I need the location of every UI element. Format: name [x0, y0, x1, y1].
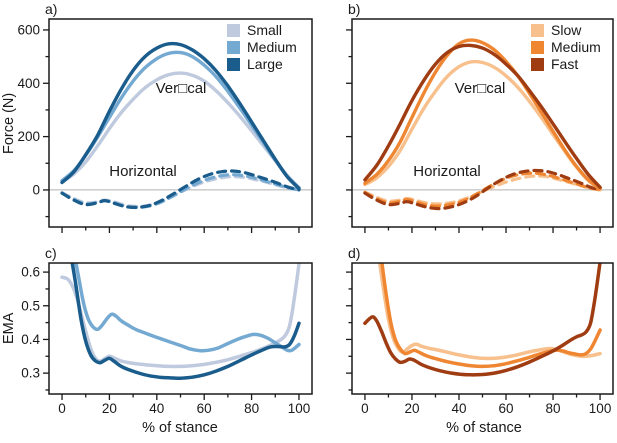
tick-label: 60 — [197, 401, 212, 416]
legend-panel-b: Slow Medium Fast — [531, 23, 601, 71]
tick-label: 20 — [404, 401, 419, 416]
legend-swatch-medium — [227, 40, 240, 54]
series-c-small-ema — [60, 263, 301, 369]
x-axis-label-left: % of stance — [142, 420, 218, 436]
series-group-c — [60, 263, 301, 380]
panel-border-c — [48, 262, 313, 395]
series-group-d — [363, 263, 602, 377]
tick-label: 0.3 — [21, 366, 40, 381]
legend-item-slow: Slow — [531, 23, 601, 37]
series-group-a — [60, 41, 301, 210]
tick-label: 40 — [149, 401, 164, 416]
panel-a-letter: a) — [45, 1, 58, 17]
panel-c-letter: c) — [45, 245, 57, 261]
legend-swatch-large — [227, 57, 240, 71]
legend-item-medium-speed: Medium — [531, 40, 601, 54]
legend-swatch-fast — [531, 57, 544, 71]
series-b-medium-vertical — [363, 38, 602, 191]
legend-item-fast: Fast — [531, 57, 601, 71]
horizontal-annotation-a: Horizontal — [109, 163, 177, 180]
vertical-annotation-a: Ver□cal — [155, 80, 207, 97]
series-b-medium-horizontal — [363, 171, 602, 208]
legend-label-medium-speed: Medium — [551, 39, 601, 55]
series-a-large-vertical — [60, 41, 301, 191]
tick-label: 0.4 — [21, 332, 40, 347]
tick-label: 100 — [288, 401, 311, 416]
legend-label-large: Large — [247, 56, 283, 72]
tick-label: 0 — [361, 401, 369, 416]
legend-label-slow: Slow — [551, 22, 582, 38]
legend-swatch-slow — [531, 23, 544, 37]
tick-label: 60 — [498, 401, 513, 416]
legend-item-large: Large — [227, 57, 297, 71]
force-axis-label: Force (N) — [1, 92, 17, 154]
horizontal-annotation-b: Horizontal — [413, 163, 481, 180]
tick-label: 0 — [32, 182, 40, 197]
series-d-medium-ema — [380, 263, 602, 369]
tick-label: 600 — [17, 22, 40, 37]
x-axis-label-right: % of stance — [446, 420, 522, 436]
tick-label: 40 — [451, 401, 466, 416]
tick-label: 0.5 — [21, 298, 40, 313]
panel-d-letter: d) — [348, 245, 361, 261]
legend-label-medium: Medium — [247, 39, 297, 55]
tick-label: 80 — [244, 401, 259, 416]
series-a-large-horizontal — [60, 169, 301, 209]
legend-panel-a: Small Medium Large — [227, 23, 297, 71]
series-a-small-vertical — [60, 71, 301, 190]
legend-swatch-small — [227, 23, 240, 37]
series-b-fast-vertical — [363, 43, 602, 189]
panel-b-letter: b) — [348, 1, 361, 17]
series-c-large-ema — [70, 263, 301, 380]
series-d-fast-ema — [363, 263, 602, 377]
tick-label: 400 — [17, 76, 40, 91]
legend-label-fast: Fast — [551, 56, 579, 72]
series-b-fast-horizontal — [363, 168, 602, 211]
legend-item-medium: Medium — [227, 40, 297, 54]
legend-label-small: Small — [247, 22, 283, 38]
series-group-b — [363, 38, 602, 211]
tick-label: 80 — [546, 401, 561, 416]
tick-label: 0.6 — [21, 265, 40, 280]
vertical-annotation-b: Ver□cal — [454, 80, 506, 97]
ema-axis-label: EMA — [1, 312, 17, 345]
series-c-medium-ema — [74, 263, 301, 353]
legend-item-small: Small — [227, 23, 297, 37]
tick-label: 100 — [589, 401, 612, 416]
tick-label: 20 — [102, 401, 117, 416]
tick-label: 200 — [17, 129, 40, 144]
legend-swatch-medium-speed — [531, 40, 544, 54]
tick-label: 0 — [58, 401, 66, 416]
